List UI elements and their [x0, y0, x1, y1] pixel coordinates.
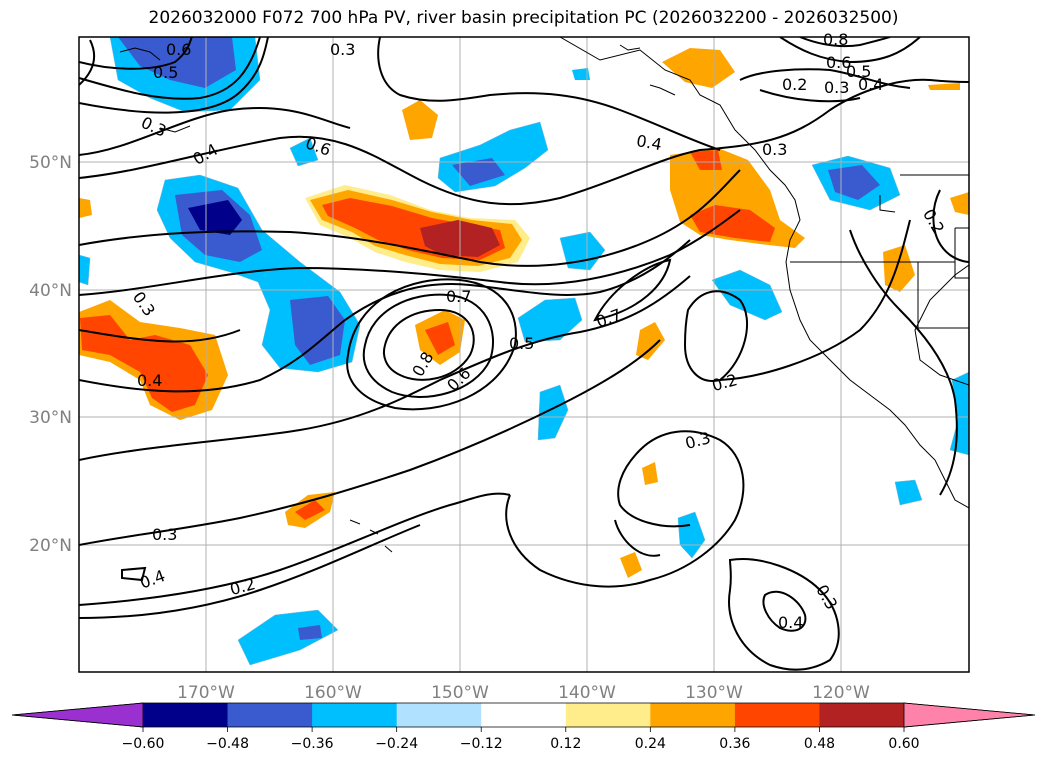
contour-label: 0.3 [152, 525, 177, 544]
colorbar-swatch [143, 703, 229, 727]
colorbar-tick-label: −0.24 [375, 736, 418, 752]
colorbar-tick-label: 0.24 [635, 736, 666, 752]
contour-label: 0.4 [137, 566, 167, 593]
latitude-labels: 50°N 40°N 30°N 20°N [29, 153, 72, 556]
colorbar-tick-label: −0.60 [122, 736, 165, 752]
blue-region [188, 200, 242, 235]
colorbar-swatch [650, 703, 736, 727]
blue-region [572, 68, 590, 80]
graticule [79, 37, 969, 672]
lat-tick-label: 30°N [29, 408, 72, 428]
lon-tick-label: 170°W [177, 683, 235, 703]
contour-label: 0.7 [594, 305, 624, 332]
lon-tick-label: 130°W [685, 683, 743, 703]
colorbar-swatch [819, 703, 905, 727]
contour-label: 0.3 [129, 288, 159, 320]
blue-region [517, 297, 583, 343]
colorbar-swatch [565, 703, 651, 727]
blue-region [298, 625, 322, 640]
blue-region [437, 121, 549, 193]
contour-label: 0.5 [509, 334, 534, 353]
blue-region [537, 384, 569, 441]
contour-label: 0.3 [824, 78, 849, 97]
warm-region [928, 83, 960, 90]
contour-label: 0.5 [153, 63, 178, 82]
contour-label: 0.2 [228, 574, 258, 599]
warm-region [79, 198, 92, 218]
contour-label: 0.7 [446, 287, 471, 306]
colorbar-tick-label: 0.48 [804, 736, 835, 752]
colorbar-swatch [396, 703, 482, 727]
lon-tick-label: 120°W [812, 683, 870, 703]
contour-label: 0.4 [858, 75, 883, 94]
warm-region [425, 322, 455, 355]
longitude-labels: 170°W 160°W 150°W 140°W 130°W 120°W [177, 683, 870, 703]
blue-region [677, 511, 706, 559]
blue-region [894, 479, 923, 506]
colorbar-tick-label: 0.12 [550, 736, 581, 752]
contour-label: 0.6 [166, 40, 191, 59]
contour-label: 0.3 [330, 40, 355, 59]
colorbar-tick-label: 0.60 [888, 736, 919, 752]
blue-region [289, 137, 319, 167]
lon-tick-label: 150°W [431, 683, 489, 703]
contour-label: 0.2 [782, 75, 807, 94]
colorbar-extend-low [11, 702, 144, 728]
colorbar-extend-high [903, 702, 1036, 728]
blue-region [237, 609, 339, 666]
pv-contours [79, 37, 969, 671]
contour-label: 0.3 [762, 140, 787, 159]
colorbar-swatch [227, 703, 313, 727]
contour-label: 0.8 [823, 30, 848, 49]
contour-label: 0.6 [443, 364, 474, 395]
warm-region [690, 205, 775, 242]
contour-label: 0.4 [137, 371, 162, 390]
warm-region [883, 245, 915, 292]
contour-label: 0.4 [778, 613, 803, 632]
colorbar-labels: −0.60 −0.48 −0.36 −0.24 −0.12 0.12 0.24 0.36 0.4… [122, 727, 920, 752]
warm-region [80, 315, 208, 412]
colorbar [11, 702, 1036, 728]
contour-label: 0.4 [190, 140, 222, 169]
warm-region [950, 192, 969, 215]
warm-region [636, 322, 665, 360]
contour-label: 0.5 [846, 62, 871, 81]
lat-tick-label: 20°N [29, 536, 72, 556]
warm-region [620, 552, 642, 578]
colorbar-tick-label: 0.36 [719, 736, 750, 752]
colorbar-tick-label: −0.36 [291, 736, 334, 752]
blue-region [290, 296, 345, 365]
lat-tick-label: 50°N [29, 153, 72, 173]
colorbar-swatch [734, 703, 820, 727]
warm-region [402, 100, 438, 140]
map-frame [78, 36, 970, 673]
blue-region [452, 158, 505, 186]
map-title: 2026032000 F072 700 hPa PV, river basin … [148, 8, 899, 28]
warm-region [295, 500, 325, 520]
warm-region [662, 48, 735, 88]
colorbar-tick-label: −0.48 [206, 736, 249, 752]
blue-region [711, 269, 783, 321]
warm-region [642, 462, 658, 485]
contour-label: 0.6 [826, 53, 851, 72]
blue-region [559, 231, 606, 271]
contour-label: 0.4 [635, 131, 663, 154]
coastlines [119, 37, 969, 553]
lat-tick-label: 40°N [29, 281, 72, 301]
colorbar-tick-label: −0.12 [460, 736, 503, 752]
lon-tick-label: 160°W [304, 683, 362, 703]
blue-region [79, 254, 91, 286]
colorbar-swatch [481, 703, 567, 727]
colorbar-swatch [312, 703, 398, 727]
lon-tick-label: 140°W [558, 683, 616, 703]
